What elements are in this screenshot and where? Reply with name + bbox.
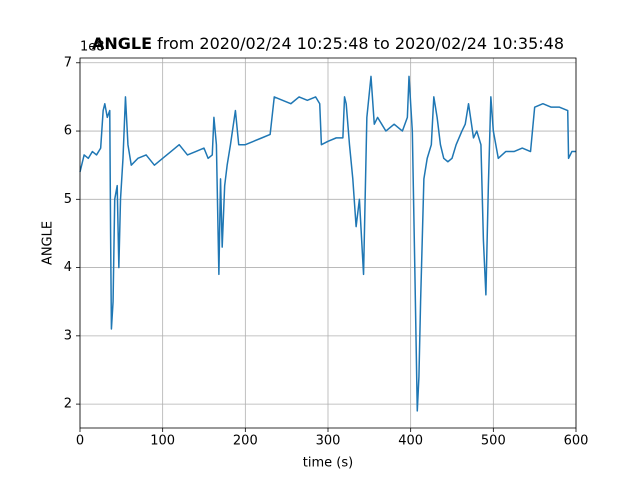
- title-bold: ANGLE: [92, 34, 152, 53]
- y-tick-label: 4: [64, 260, 72, 275]
- x-tick-label: 0: [76, 434, 84, 449]
- x-axis-label: time (s): [303, 456, 353, 471]
- chart-title: ANGLE from 2020/02/24 10:25:48 to 2020/0…: [92, 34, 564, 53]
- title-rest: from 2020/02/24 10:25:48 to 2020/02/24 1…: [157, 34, 564, 53]
- y-tick-label: 5: [64, 192, 72, 207]
- x-tick-label: 500: [481, 434, 506, 449]
- axes-frame: [79, 57, 577, 429]
- data-line: [79, 75, 576, 412]
- y-tick-label: 3: [64, 328, 72, 343]
- x-tick-label: 200: [233, 434, 258, 449]
- x-tick-label: 100: [150, 434, 175, 449]
- x-tick-label: 300: [316, 434, 341, 449]
- y-axis-label: ANGLE: [41, 221, 56, 265]
- y-tick-label: 6: [64, 124, 72, 139]
- y-tick-label: 7: [64, 55, 72, 70]
- y-tick-label: 2: [64, 397, 72, 412]
- offset-text: 1e8: [80, 40, 105, 55]
- x-tick-label: 400: [398, 434, 423, 449]
- x-tick-label: 600: [564, 434, 589, 449]
